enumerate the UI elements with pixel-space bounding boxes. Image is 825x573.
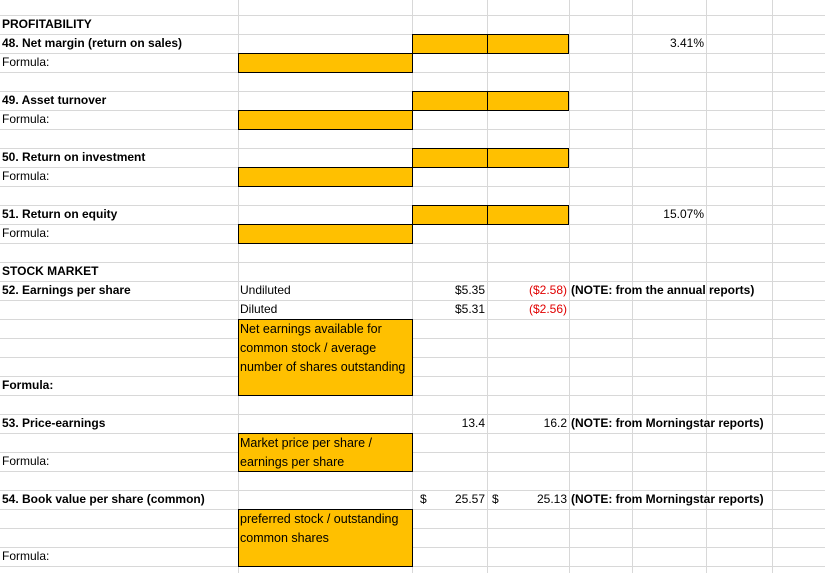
net-margin-formula-cell[interactable] xyxy=(238,53,413,73)
grid-col-line xyxy=(632,0,633,573)
asset-turnover-formula-cell[interactable] xyxy=(238,110,413,130)
book-value-formula-text: preferred stock / outstanding common sha… xyxy=(240,512,399,545)
grid-col-line xyxy=(772,0,773,573)
eps-formula-text: Net earnings available for common stock … xyxy=(240,322,406,374)
eps-note: (NOTE: from the annual reports) xyxy=(571,283,755,297)
eps-diluted-compare[interactable]: ($2.56) xyxy=(528,302,567,316)
eps-label: 52. Earnings per share xyxy=(2,283,131,297)
asset-turnover-input-cell-1[interactable] xyxy=(412,91,488,111)
eps-undiluted-compare[interactable]: ($2.58) xyxy=(528,283,567,297)
pe-value[interactable]: 13.4 xyxy=(461,416,485,430)
eps-formula-cell[interactable] xyxy=(238,319,413,396)
pe-formula-label: Formula: xyxy=(2,454,50,468)
book-value-label: 54. Book value per share (common) xyxy=(2,492,205,506)
eps-undiluted-label: Undiluted xyxy=(240,283,291,297)
net-margin-value[interactable]: 3.41% xyxy=(669,36,704,50)
book-value-compare[interactable]: 25.13 xyxy=(536,492,567,506)
pe-label: 53. Price-earnings xyxy=(2,416,106,430)
grid-row-line xyxy=(0,300,825,301)
profitability-header: PROFITABILITY xyxy=(2,17,92,31)
net-margin-label: 48. Net margin (return on sales) xyxy=(2,36,183,50)
roe-input-cell-1[interactable] xyxy=(412,205,488,225)
eps-diluted-label: Diluted xyxy=(240,302,278,316)
roi-formula-label: Formula: xyxy=(2,169,50,183)
asset-turnover-label: 49. Asset turnover xyxy=(2,93,107,107)
net-margin-formula-label: Formula: xyxy=(2,55,50,69)
book-value-value[interactable]: 25.57 xyxy=(454,492,485,506)
book-value-formula-label: Formula: xyxy=(2,549,50,563)
book-value-formula-cell[interactable] xyxy=(238,509,413,567)
pe-formula-cell[interactable] xyxy=(238,433,413,472)
book-value-note: (NOTE: from Morningstar reports) xyxy=(571,492,764,506)
pe-formula-text: Market price per share / earnings per sh… xyxy=(240,436,372,469)
roe-formula-cell[interactable] xyxy=(238,224,413,244)
grid-col-line xyxy=(487,0,488,573)
eps-undiluted-value[interactable]: $5.35 xyxy=(454,283,485,297)
roi-label: 50. Return on investment xyxy=(2,150,146,164)
roi-input-cell-2[interactable] xyxy=(487,148,569,168)
roe-input-cell-2[interactable] xyxy=(487,205,569,225)
net-margin-input-cell-1[interactable] xyxy=(412,34,488,54)
grid-row-line xyxy=(0,490,825,491)
grid-row-line xyxy=(0,262,825,263)
roe-value[interactable]: 15.07% xyxy=(663,207,704,221)
grid-col-line xyxy=(238,0,239,573)
pe-compare[interactable]: 16.2 xyxy=(543,416,567,430)
book-value-currency: $ xyxy=(420,492,427,506)
net-margin-input-cell-2[interactable] xyxy=(487,34,569,54)
roe-label: 51. Return on equity xyxy=(2,207,118,221)
asset-turnover-formula-label: Formula: xyxy=(2,112,50,126)
asset-turnover-input-cell-2[interactable] xyxy=(487,91,569,111)
grid-row-line xyxy=(0,15,825,16)
grid-row-line xyxy=(0,281,825,282)
book-value-compare-currency: $ xyxy=(492,492,499,506)
grid-row-line xyxy=(0,414,825,415)
pe-note: (NOTE: from Morningstar reports) xyxy=(571,416,764,430)
grid-col-line xyxy=(569,0,570,573)
roe-formula-label: Formula: xyxy=(2,226,50,240)
eps-formula-label: Formula: xyxy=(2,378,54,392)
grid-col-line xyxy=(706,0,707,573)
roi-formula-cell[interactable] xyxy=(238,167,413,187)
stock-market-header: STOCK MARKET xyxy=(2,264,99,278)
eps-diluted-value[interactable]: $5.31 xyxy=(454,302,485,316)
roi-input-cell-1[interactable] xyxy=(412,148,488,168)
grid-col-line xyxy=(412,0,413,573)
